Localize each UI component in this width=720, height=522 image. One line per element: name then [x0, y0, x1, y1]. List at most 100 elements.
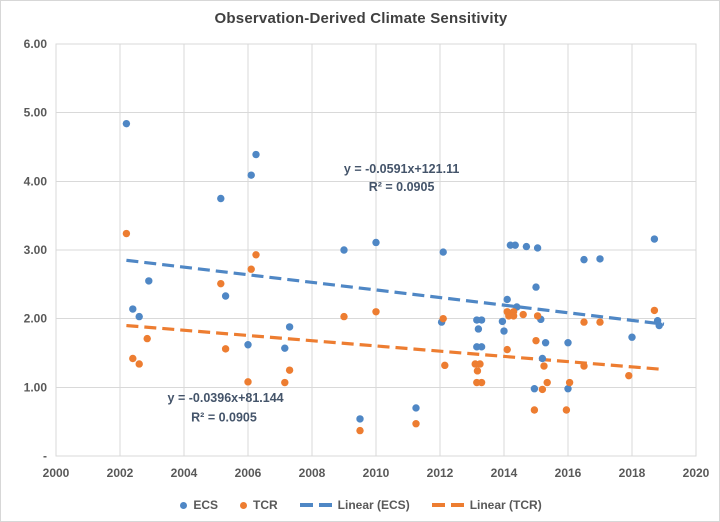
trendline-equation-label: y = -0.0591x+121.11 — [344, 162, 459, 176]
data-point-tcr — [217, 279, 225, 288]
legend-label: Linear (TCR) — [469, 498, 542, 512]
legend-dot-marker — [180, 501, 188, 509]
data-point-ecs — [356, 415, 364, 423]
data-point-tcr — [247, 265, 255, 273]
data-point-ecs — [135, 312, 143, 321]
data-point-tcr — [143, 334, 151, 343]
data-point-tcr — [477, 378, 486, 387]
data-point-ecs — [221, 292, 230, 300]
data-point-ecs — [498, 317, 507, 326]
x-axis-tick-label: 2016 — [555, 466, 582, 480]
data-point-ecs — [252, 150, 260, 159]
data-point-tcr — [473, 367, 482, 375]
data-point-tcr — [244, 378, 252, 386]
data-point-tcr — [252, 251, 260, 259]
x-axis-tick-label: 2014 — [491, 466, 518, 480]
x-axis-tick-label: 2004 — [171, 466, 198, 480]
data-point-tcr — [441, 361, 449, 370]
y-axis-tick-label: 5.00 — [24, 106, 48, 120]
legend-label: Linear (ECS) — [337, 498, 410, 512]
x-axis-tick-label: 2020 — [683, 466, 710, 480]
data-point-tcr — [412, 420, 420, 428]
plot-border — [55, 43, 697, 457]
data-point-tcr — [532, 336, 540, 345]
data-point-tcr — [285, 366, 294, 374]
trendline-equation-label: R² = 0.0905 — [369, 180, 435, 194]
legend-item-tcr: TCR — [240, 498, 278, 512]
data-point-tcr — [533, 312, 542, 320]
legend-item-ecs: ECS — [180, 498, 218, 512]
data-point-tcr — [580, 318, 588, 326]
data-point-ecs — [628, 333, 636, 341]
data-point-ecs — [530, 385, 539, 393]
data-point-ecs — [217, 194, 225, 203]
data-point-ecs — [285, 323, 294, 331]
y-axis-tick-label: 2.00 — [24, 312, 48, 326]
data-point-tcr — [580, 362, 588, 370]
data-point-ecs — [650, 235, 659, 243]
legend-dot-marker — [240, 501, 247, 509]
data-point-tcr — [625, 371, 633, 380]
chart-title: Observation-Derived Climate Sensitivity — [214, 10, 508, 27]
legend-label: ECS — [193, 498, 218, 512]
data-point-ecs — [532, 283, 540, 291]
x-axis-tick-label: 2010 — [363, 466, 390, 480]
data-point-ecs — [511, 241, 519, 249]
data-point-ecs — [500, 327, 508, 335]
data-point-tcr — [476, 360, 484, 368]
data-point-tcr — [340, 312, 348, 321]
data-point-ecs — [129, 305, 137, 313]
data-point-ecs — [412, 404, 420, 412]
data-point-ecs — [122, 119, 131, 128]
data-point-tcr — [129, 354, 137, 363]
data-point-tcr — [135, 360, 143, 368]
data-point-tcr — [519, 310, 527, 319]
x-axis-tick-label: 2018 — [619, 466, 646, 480]
data-point-ecs — [564, 385, 572, 393]
x-axis-tick-label: 2002 — [107, 466, 134, 480]
trendline-equation-label: R² = 0.0905 — [191, 411, 257, 425]
data-point-tcr — [530, 406, 539, 414]
x-axis-tick-label: 2006 — [235, 466, 262, 480]
data-point-tcr — [650, 306, 659, 315]
data-point-ecs — [244, 341, 252, 349]
data-point-ecs — [541, 339, 550, 347]
y-axis-tick-label: 6.00 — [24, 37, 48, 51]
x-axis-tick-label: 2008 — [299, 466, 326, 480]
data-point-ecs — [533, 244, 542, 252]
legend-item-linear--ecs-: Linear (ECS) — [299, 498, 410, 512]
x-axis-tick-label: 2012 — [427, 466, 454, 480]
y-axis-tick-label: 4.00 — [24, 174, 48, 188]
data-point-tcr — [538, 385, 547, 394]
data-point-ecs — [340, 246, 348, 254]
trendline-equation-label: y = -0.0396x+81.144 — [168, 391, 284, 405]
trendline-linear--ecs- — [126, 258, 665, 326]
legend-dash-marker — [431, 503, 464, 507]
data-point-ecs — [564, 339, 572, 347]
data-point-tcr — [540, 362, 548, 370]
legend-label: TCR — [253, 498, 278, 512]
data-point-ecs — [247, 171, 255, 179]
data-point-ecs — [372, 238, 380, 247]
data-point-ecs — [145, 277, 153, 285]
data-point-ecs — [655, 321, 663, 330]
data-point-tcr — [596, 318, 604, 326]
data-point-tcr — [221, 345, 230, 353]
data-point-tcr — [372, 308, 380, 316]
chart-legend: ECS TCR Linear (ECS) Linear (TCR) — [1, 495, 719, 515]
legend-item-linear--tcr-: Linear (TCR) — [431, 498, 542, 512]
data-point-tcr — [562, 406, 571, 414]
data-point-tcr — [281, 378, 289, 387]
data-point-ecs — [580, 255, 588, 264]
y-axis-tick-label: 3.00 — [24, 243, 48, 257]
data-point-ecs — [439, 248, 447, 256]
data-point-ecs — [477, 343, 486, 351]
data-point-tcr — [503, 345, 511, 354]
data-point-ecs — [474, 325, 483, 333]
data-point-tcr — [356, 426, 364, 435]
y-axis-tick-label: 1.00 — [24, 380, 48, 394]
data-point-ecs — [477, 316, 486, 324]
data-point-tcr — [439, 314, 447, 323]
